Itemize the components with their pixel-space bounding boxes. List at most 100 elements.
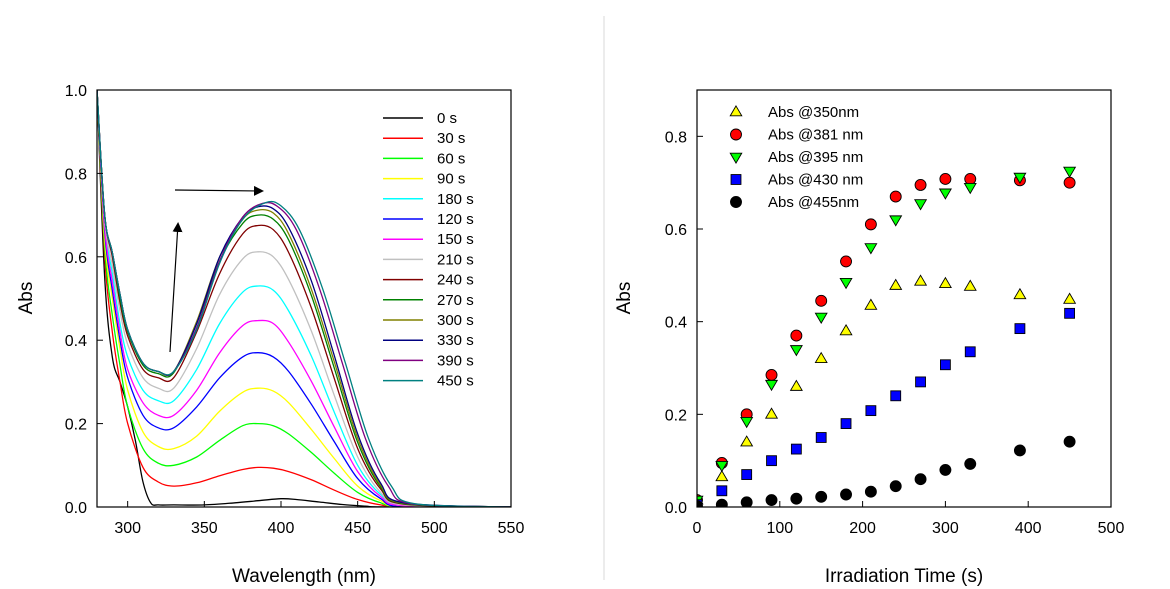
spectrum-line-450s bbox=[97, 90, 511, 507]
spectra-legend: 0 s 30 s 60 s 90 s 180 s 120 s 150 s 210 s 240 s… bbox=[383, 110, 474, 390]
data-point bbox=[765, 369, 778, 381]
legend-marker bbox=[729, 152, 743, 164]
data-point bbox=[814, 351, 828, 364]
plot-frame-right bbox=[696, 89, 1112, 508]
legend-label: 210 s bbox=[437, 251, 474, 268]
data-point bbox=[815, 432, 827, 443]
legend-label: 60 s bbox=[437, 150, 465, 167]
spectra-y-tick-label: 0.4 bbox=[65, 333, 87, 350]
data-point bbox=[697, 500, 703, 507]
legend-label: 450 s bbox=[437, 373, 474, 390]
spectra-y-tick-label: 0.6 bbox=[65, 250, 87, 267]
data-point bbox=[766, 455, 777, 467]
data-point bbox=[1063, 166, 1077, 179]
legend-label: Abs @455nm bbox=[768, 194, 859, 211]
data-point bbox=[715, 498, 728, 507]
spectrum-line-270s bbox=[97, 90, 511, 507]
spectra-y-tick-label: 0.8 bbox=[65, 166, 87, 183]
spectra-x-tick-label: 500 bbox=[421, 520, 448, 537]
legend-label: 180 s bbox=[437, 191, 474, 208]
legend-marker bbox=[729, 105, 743, 117]
kinetics-x-tick-label: 100 bbox=[766, 520, 793, 537]
spectrum-line-90s bbox=[97, 90, 511, 507]
spectrum-line-30s bbox=[97, 90, 511, 507]
data-point bbox=[740, 416, 754, 429]
data-point bbox=[963, 279, 977, 291]
data-point bbox=[915, 376, 926, 388]
data-point bbox=[939, 173, 952, 185]
kinetics-y-tick-label: 0.0 bbox=[665, 500, 687, 517]
data-point bbox=[815, 294, 828, 307]
data-point bbox=[914, 199, 928, 211]
data-point bbox=[889, 480, 902, 493]
kinetics-x-tick-label: 400 bbox=[1015, 520, 1042, 537]
data-point bbox=[740, 435, 754, 447]
kinetics-y-tick-label: 0.2 bbox=[665, 407, 687, 424]
data-point bbox=[939, 463, 952, 476]
data-point bbox=[840, 488, 852, 501]
data-point bbox=[914, 473, 927, 486]
spectrum-line-0s bbox=[97, 90, 511, 507]
data-point bbox=[890, 390, 902, 402]
kinetics-x-tick-label: 500 bbox=[1098, 520, 1125, 537]
spectra-axes: 300 350 400 450 500 550 0.0 0.2 0.4 0.6 0.8 1.0 bbox=[65, 83, 525, 537]
spectrum-line-120s bbox=[97, 90, 511, 507]
data-point bbox=[889, 278, 903, 290]
data-point bbox=[1013, 287, 1027, 300]
data-point bbox=[865, 405, 877, 417]
legend-label: 0 s bbox=[437, 110, 457, 127]
data-point bbox=[1013, 172, 1027, 185]
arrow-right-peak bbox=[174, 185, 264, 196]
data-point bbox=[789, 379, 803, 391]
x-axis-title-right: Irradiation Time (s) bbox=[825, 566, 983, 587]
data-point bbox=[1063, 176, 1076, 189]
y-axis-title-right: Abs bbox=[614, 282, 635, 315]
x-axis-title-left: Wavelength (nm) bbox=[232, 566, 376, 587]
data-point bbox=[938, 276, 952, 288]
legend-label: Abs @350nm bbox=[768, 104, 859, 121]
legend-label: Abs @430 nm bbox=[768, 172, 863, 189]
spectra-x-tick-label: 450 bbox=[344, 520, 371, 537]
data-point bbox=[715, 461, 729, 473]
data-point bbox=[889, 215, 903, 227]
data-point bbox=[964, 346, 976, 358]
data-point bbox=[840, 418, 852, 429]
data-point bbox=[964, 457, 977, 470]
spectra-x-tick-label: 550 bbox=[498, 520, 525, 537]
data-point bbox=[914, 274, 928, 286]
spectra-x-tick-label: 300 bbox=[114, 520, 141, 537]
data-point bbox=[1013, 444, 1026, 457]
data-point bbox=[864, 485, 877, 498]
data-point bbox=[938, 188, 952, 200]
spectra-y-tick-label: 0.0 bbox=[65, 500, 87, 517]
legend-label: 330 s bbox=[437, 332, 474, 349]
legend-label: 300 s bbox=[437, 312, 474, 329]
plot-frame-left bbox=[96, 89, 512, 508]
data-point bbox=[840, 255, 852, 268]
data-point bbox=[764, 407, 779, 419]
data-point bbox=[864, 218, 877, 231]
kinetics-x-tick-label: 200 bbox=[849, 520, 876, 537]
legend-label: 390 s bbox=[437, 352, 474, 369]
data-point bbox=[1014, 323, 1026, 335]
spectrum-line-180s bbox=[97, 90, 511, 507]
legend-label: 270 s bbox=[437, 292, 474, 309]
legend-label: Abs @381 nm bbox=[768, 127, 863, 144]
kinetics-x-tick-label: 300 bbox=[932, 520, 959, 537]
kinetics-y-tick-label: 0.8 bbox=[665, 129, 687, 146]
kinetics-panel: 0 100 200 300 400 500 0.0 0.2 0.4 0.6 0.8 Abs @350… bbox=[614, 89, 1125, 587]
spectra-y-tick-label: 1.0 bbox=[65, 83, 87, 100]
data-point bbox=[864, 243, 878, 255]
spectra-y-tick-label: 0.2 bbox=[65, 417, 87, 434]
legend-label: Abs @395 nm bbox=[768, 149, 863, 166]
data-point bbox=[716, 485, 728, 497]
data-point bbox=[765, 494, 778, 506]
data-point bbox=[764, 379, 779, 392]
kinetics-y-tick-label: 0.4 bbox=[665, 315, 687, 332]
data-point bbox=[740, 496, 753, 507]
annotation-arrows bbox=[169, 185, 264, 353]
legend-marker bbox=[730, 128, 742, 141]
data-point bbox=[963, 182, 977, 195]
kinetics-x-tick-label: 0 bbox=[693, 520, 702, 537]
arrow-up-trough bbox=[169, 222, 183, 353]
